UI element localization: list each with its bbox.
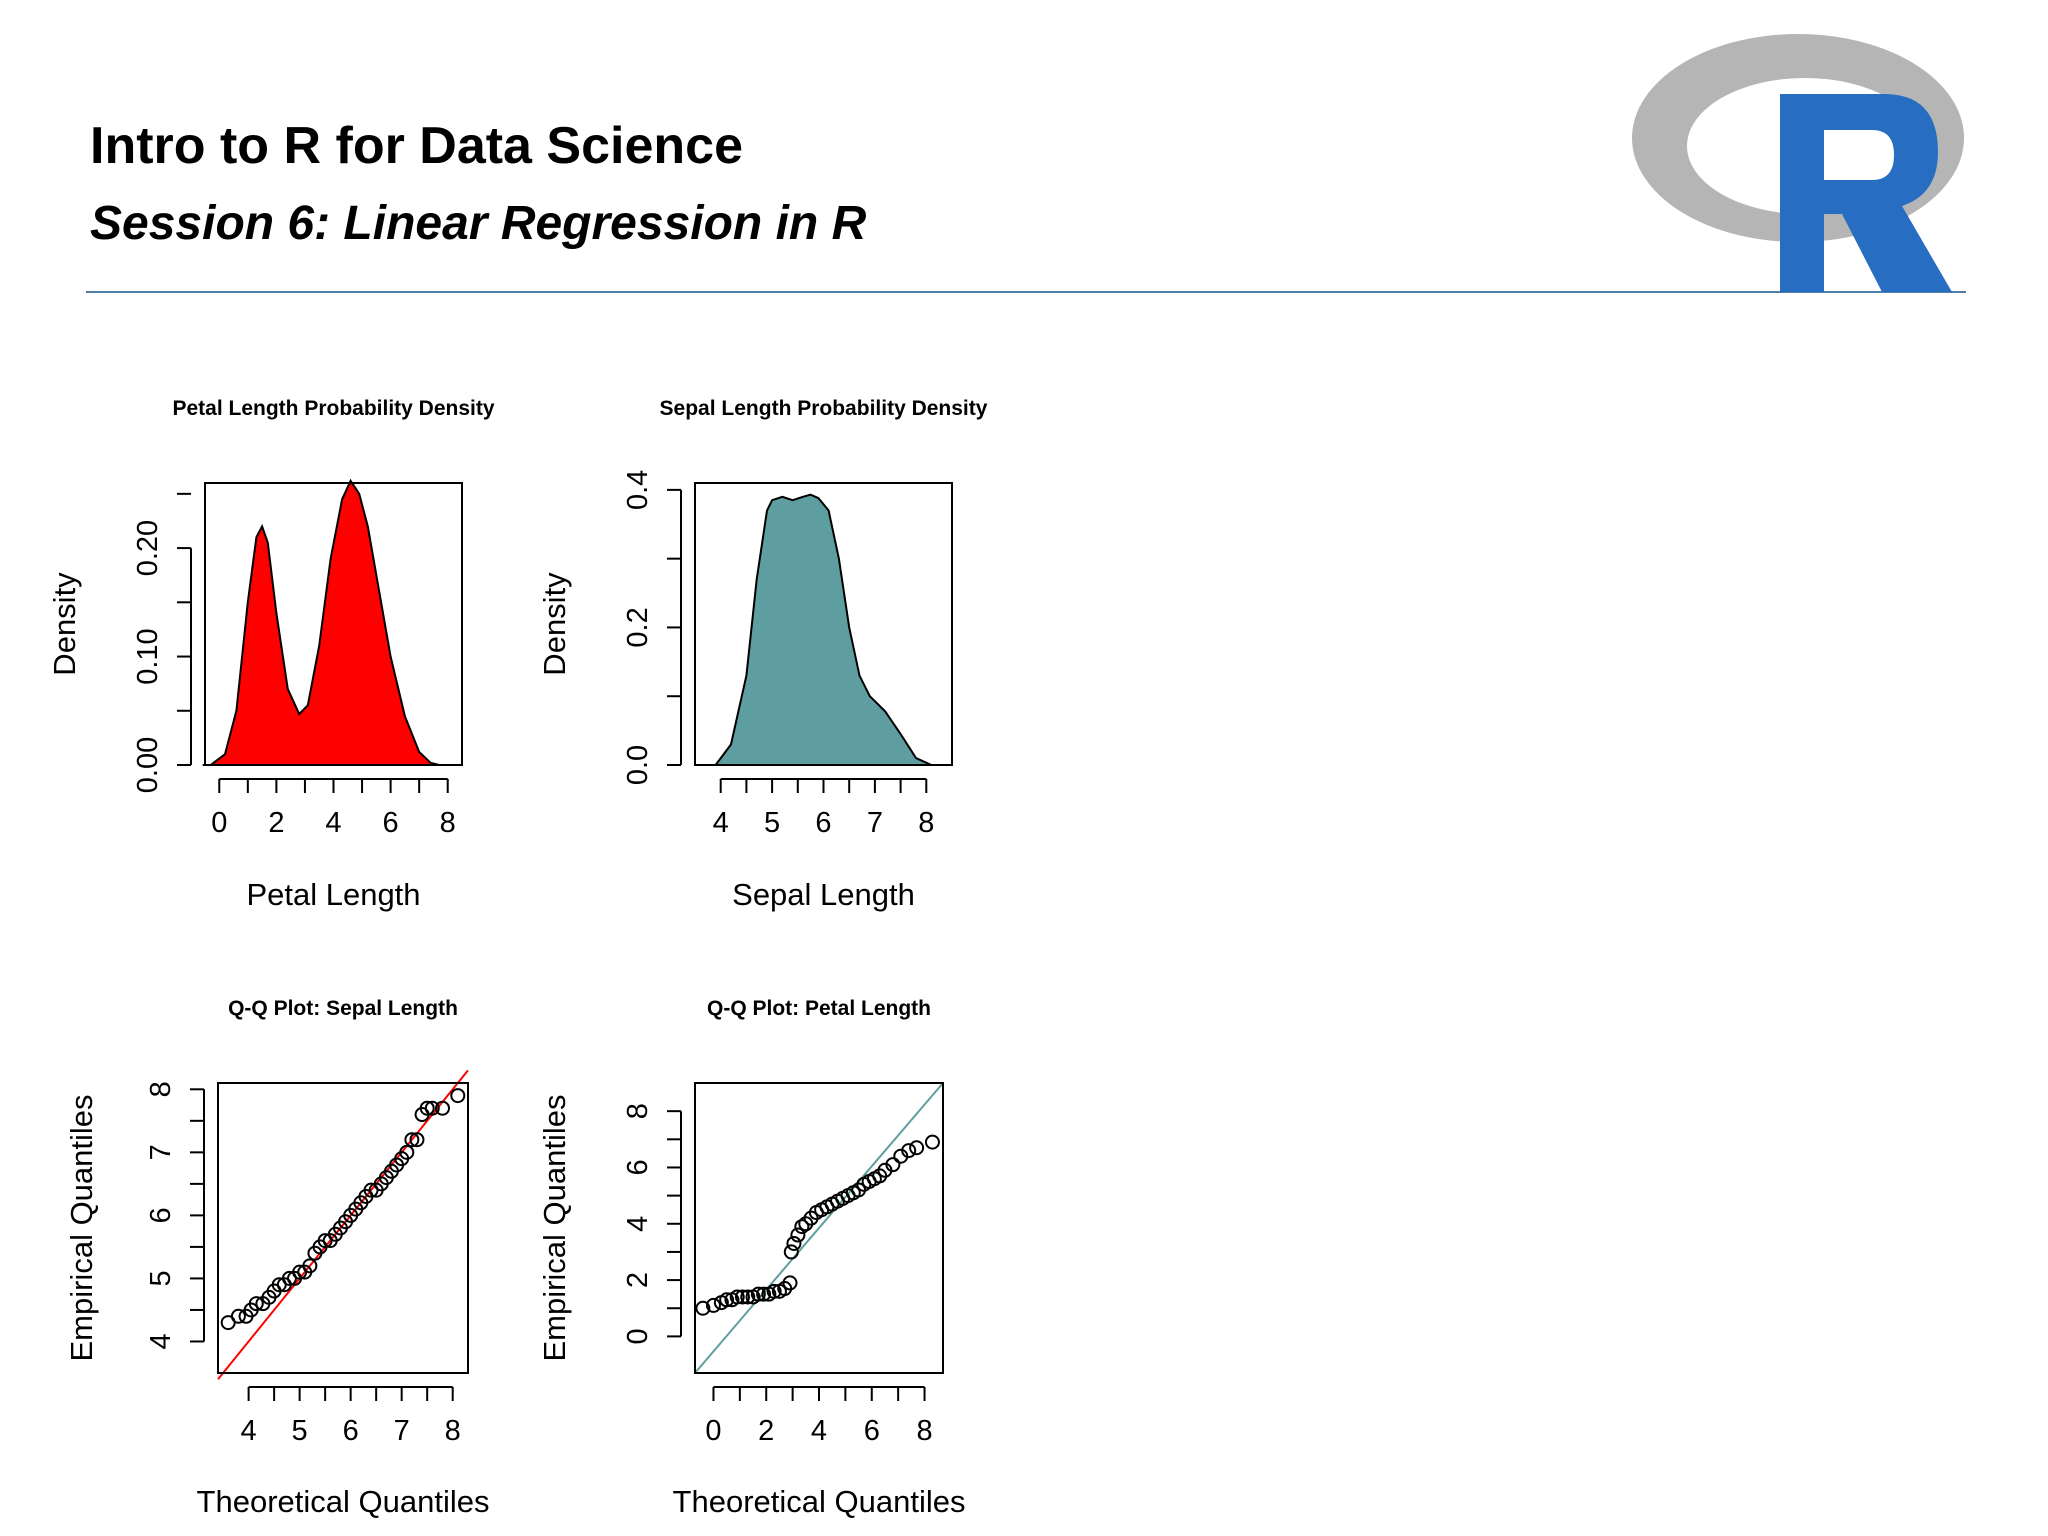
- x-tick-label: 6: [815, 807, 831, 839]
- qq-point: [750, 1286, 766, 1302]
- qq-point: [783, 1244, 799, 1260]
- density-area: [714, 493, 932, 766]
- x-tick-label: 2: [758, 1415, 774, 1447]
- qq-point: [782, 1275, 798, 1291]
- y-tick-label: 6: [622, 1159, 654, 1175]
- density-area: [207, 478, 440, 766]
- x-tick-label: 4: [713, 807, 729, 839]
- qq-point: [409, 1132, 425, 1148]
- y-tick-label: 6: [145, 1207, 177, 1223]
- chart-1: Sepal Length Probability Density Sepal Le…: [537, 397, 988, 912]
- slide-title: Intro to R for Data Science: [90, 117, 743, 175]
- y-tick-label: 4: [622, 1216, 654, 1232]
- header-divider: [86, 291, 1966, 293]
- qq-point: [404, 1132, 420, 1148]
- x-tick-label: 0: [705, 1415, 721, 1447]
- qq-point: [230, 1308, 246, 1324]
- y-axis-title: Density: [537, 572, 572, 676]
- x-tick-label: 7: [394, 1415, 410, 1447]
- reference-line: [694, 1082, 944, 1374]
- y-tick-label: 5: [145, 1270, 177, 1286]
- plot-frame: [217, 1082, 469, 1374]
- plot-frame: [204, 482, 463, 766]
- x-tick-label: 8: [440, 807, 456, 839]
- chart-2: Q-Q Plot: Sepal Length Theoretical Quanti…: [64, 997, 489, 1519]
- qq-point: [756, 1286, 772, 1302]
- x-axis-title: Theoretical Quantiles: [673, 1484, 966, 1519]
- x-tick-label: 2: [268, 807, 284, 839]
- qq-point: [705, 1297, 721, 1313]
- qq-point: [434, 1100, 450, 1116]
- chart-3: Q-Q Plot: Petal Length Theoretical Quanti…: [537, 997, 965, 1519]
- qq-point: [734, 1289, 750, 1305]
- y-tick-label: 2: [622, 1272, 654, 1288]
- reference-line: [217, 1069, 469, 1380]
- x-tick-label: 8: [445, 1415, 461, 1447]
- y-tick-label: 4: [145, 1333, 177, 1349]
- qq-point: [719, 1292, 735, 1308]
- chart-title: Petal Length Probability Density: [172, 397, 494, 420]
- qq-point: [248, 1296, 264, 1312]
- qq-point: [419, 1100, 435, 1116]
- chart-title: Q-Q Plot: Sepal Length: [228, 997, 458, 1020]
- y-tick-label: 0: [622, 1328, 654, 1344]
- y-tick-label: 0.0: [622, 745, 654, 785]
- qq-point: [794, 1219, 810, 1235]
- chart-0: Petal Length Probability Density Petal Le…: [47, 397, 495, 912]
- y-tick-label: 0.10: [132, 628, 164, 684]
- slide-subtitle: Session 6: Linear Regression in R: [90, 197, 867, 250]
- r-logo-icon: [1632, 34, 1964, 292]
- y-tick-label: 8: [622, 1103, 654, 1119]
- x-axis-title: Sepal Length: [732, 877, 915, 912]
- plot-frame: [694, 1082, 944, 1374]
- y-tick-label: 0.00: [132, 737, 164, 793]
- qq-point: [729, 1289, 745, 1305]
- x-tick-label: 8: [918, 807, 934, 839]
- qq-point: [740, 1289, 756, 1305]
- qq-point: [885, 1157, 901, 1173]
- x-tick-label: 0: [211, 807, 227, 839]
- qq-point: [790, 1227, 806, 1243]
- x-tick-label: 4: [241, 1415, 257, 1447]
- qq-point: [766, 1283, 782, 1299]
- qq-point: [424, 1100, 440, 1116]
- x-tick-label: 4: [811, 1415, 827, 1447]
- y-axis-title: Density: [47, 572, 82, 676]
- chart-title: Sepal Length Probability Density: [660, 397, 988, 420]
- y-tick-label: 7: [145, 1144, 177, 1160]
- x-tick-label: 5: [292, 1415, 308, 1447]
- x-tick-label: 8: [916, 1415, 932, 1447]
- qq-point: [302, 1258, 318, 1274]
- x-tick-label: 4: [325, 807, 341, 839]
- x-tick-label: 6: [383, 807, 399, 839]
- x-axis-title: Theoretical Quantiles: [197, 1484, 490, 1519]
- qq-point: [695, 1300, 711, 1316]
- y-axis-title: Empirical Quantiles: [537, 1094, 572, 1361]
- x-tick-label: 5: [764, 807, 780, 839]
- x-tick-label: 7: [867, 807, 883, 839]
- qq-point: [399, 1144, 415, 1160]
- y-axis-title: Empirical Quantiles: [64, 1094, 99, 1361]
- y-tick-label: 8: [145, 1081, 177, 1097]
- plot-frame: [694, 482, 953, 766]
- x-tick-label: 6: [343, 1415, 359, 1447]
- y-tick-label: 0.2: [622, 607, 654, 647]
- x-axis-title: Petal Length: [246, 877, 420, 912]
- y-tick-label: 0.4: [622, 470, 654, 510]
- qq-point: [901, 1143, 917, 1159]
- y-tick-label: 0.20: [132, 520, 164, 576]
- qq-point: [924, 1134, 940, 1150]
- x-tick-label: 6: [864, 1415, 880, 1447]
- chart-title: Q-Q Plot: Petal Length: [707, 997, 931, 1020]
- qq-point: [909, 1140, 925, 1156]
- qq-point: [450, 1088, 466, 1104]
- qq-point: [786, 1235, 802, 1251]
